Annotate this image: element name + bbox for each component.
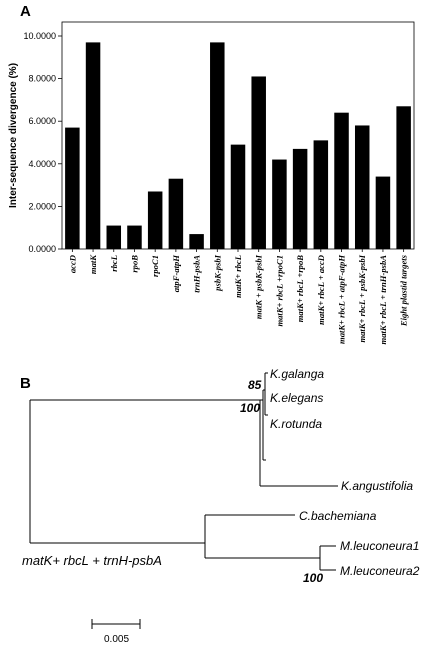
taxon-label: K.rotunda (270, 417, 322, 431)
x-tick-label: atpF-atpH (171, 255, 181, 293)
x-tick-label: matK+ rbcL + trnH-psbA (378, 255, 388, 345)
panel-a-label: A (20, 3, 31, 20)
tree (29, 372, 338, 629)
y-tick-label: 4.0000 (28, 159, 56, 169)
x-tick-label: matK+ rbcL + accD (316, 255, 326, 325)
bar (189, 234, 204, 249)
y-tick-label: 0.0000 (28, 244, 56, 254)
bar (396, 106, 411, 249)
bar (292, 148, 308, 249)
x-tick-label: matK+ rbcL +rpoB (295, 255, 305, 323)
bar (85, 42, 101, 249)
x-tick-label: matK+ rbcL + psbK-psbI (357, 254, 367, 342)
x-tick-label: matK + psbK-psbI (254, 254, 264, 319)
marker-combination-label: matK+ rbcL + trnH-psbA (22, 553, 162, 568)
x-tick-label: accD (67, 255, 77, 273)
taxon-label: K.angustifolia (341, 479, 413, 493)
taxon-label: C.bachemiana (299, 509, 377, 523)
bootstrap-value: 100 (240, 401, 260, 415)
x-tick-label: matK (88, 254, 98, 274)
y-tick-label: 10.0000 (23, 31, 56, 41)
x-tick-label: matK+ rbcL (233, 255, 243, 298)
y-tick-label: 8.0000 (28, 74, 56, 84)
bar (334, 112, 349, 250)
bar (313, 140, 329, 249)
x-tick-label: trnH-psbA (192, 255, 202, 293)
y-axis: 0.0000 2.0000 4.0000 6.0000 8.0000 10.0000 (23, 31, 62, 254)
x-tick-label: rpoC1 (150, 255, 160, 277)
bar (251, 76, 266, 249)
bootstrap-value: 100 (303, 571, 323, 585)
taxon-label: K.galanga (270, 367, 324, 381)
bar (272, 159, 287, 249)
bar (147, 191, 163, 249)
panel-b-label: B (20, 375, 31, 392)
bar (230, 144, 246, 249)
y-tick-label: 2.0000 (28, 201, 56, 211)
scale-bar-label: 0.005 (104, 634, 129, 645)
bar (210, 42, 225, 249)
x-tick-label: matK+ rbcL +rpoC1 (274, 255, 284, 327)
bar (354, 125, 370, 249)
y-axis-label: Inter-sequence divergence (%) (8, 63, 19, 208)
bar (168, 178, 184, 249)
x-tick-label: rbcL (109, 255, 119, 272)
bar (375, 176, 391, 249)
x-tick-labels: accD matK rbcL rpoB rpoC1 atpF-atpH trnH-psbA p… (67, 249, 409, 345)
taxon-label: M.leuconeura2 (340, 564, 420, 578)
bar (106, 225, 122, 249)
x-tick-label: Eight plastid targets (399, 254, 409, 327)
bootstrap-value: 85 (248, 378, 262, 392)
x-tick-label: matK+ rbcL + atpF-atpH (337, 255, 347, 344)
x-tick-label: rpoB (129, 255, 139, 273)
taxon-label: K.elegans (270, 391, 323, 405)
bar (65, 127, 80, 249)
x-tick-label: psbK-psbI (212, 254, 222, 291)
bars (65, 42, 411, 250)
taxon-label: M.leuconeura1 (340, 539, 419, 553)
bar (127, 225, 142, 249)
y-tick-label: 6.0000 (28, 116, 56, 126)
